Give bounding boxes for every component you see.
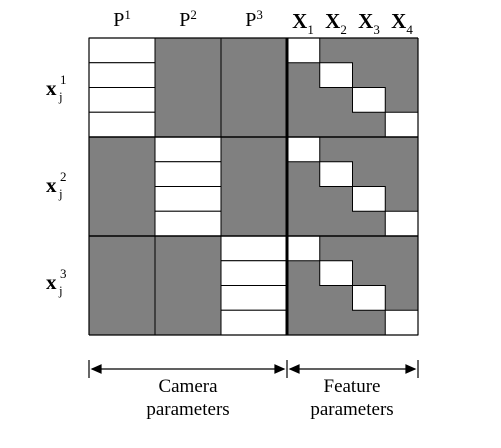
svg-text:j: j bbox=[58, 283, 63, 298]
col-header-x2: X2 bbox=[325, 9, 347, 37]
matrix-cells bbox=[88, 37, 419, 336]
camera-cell-3-3 bbox=[220, 285, 288, 311]
feature-cell-2-4 bbox=[384, 210, 419, 237]
camera-cell-1-3 bbox=[88, 87, 156, 113]
svg-text:j: j bbox=[58, 186, 63, 201]
camera-cell-2-3 bbox=[154, 186, 222, 212]
feature-cell-3-4 bbox=[384, 309, 419, 336]
camera-cell-3-2 bbox=[220, 260, 288, 286]
camera-cell-1-4 bbox=[88, 111, 156, 138]
feature-cell-3-2 bbox=[319, 260, 353, 286]
camera-cell-2-2 bbox=[154, 161, 222, 187]
feature-cell-3-1 bbox=[286, 235, 321, 262]
row-header-x3: x 3 j bbox=[46, 266, 67, 298]
feature-cell-2-2 bbox=[319, 161, 353, 187]
svg-text:x: x bbox=[46, 173, 57, 197]
feature-cell-1-1 bbox=[286, 37, 321, 64]
camera-cell-3-1 bbox=[220, 235, 288, 262]
feature-cell-1-2 bbox=[319, 62, 353, 88]
col-header-x4: X4 bbox=[391, 9, 413, 37]
camera-cell-3-4 bbox=[220, 309, 288, 336]
svg-text:3: 3 bbox=[60, 266, 67, 281]
svg-text:x: x bbox=[46, 270, 57, 294]
camera-cell-2-4 bbox=[154, 210, 222, 237]
svg-text:2: 2 bbox=[60, 169, 67, 184]
feature-label-line1: Feature bbox=[324, 376, 381, 397]
col-header-x3: X3 bbox=[358, 9, 380, 37]
feature-cell-1-3 bbox=[352, 87, 386, 113]
camera-cell-1-2 bbox=[88, 62, 156, 88]
feature-cell-1-4 bbox=[384, 111, 419, 138]
row-header-x1: x 1 j bbox=[46, 72, 67, 104]
feature-cell-3-3 bbox=[352, 285, 386, 311]
feature-cell-2-1 bbox=[286, 136, 321, 163]
col-header-p1: P1 bbox=[113, 7, 131, 31]
svg-text:1: 1 bbox=[60, 72, 67, 87]
feature-label-line2: parameters bbox=[310, 399, 393, 420]
camera-parameters-bracket bbox=[88, 360, 288, 378]
svg-text:j: j bbox=[58, 89, 63, 104]
camera-label-line2: parameters bbox=[146, 399, 229, 420]
col-header-x1: X1 bbox=[292, 9, 314, 37]
col-header-p3: P3 bbox=[245, 7, 263, 31]
feature-cell-2-3 bbox=[352, 186, 386, 212]
camera-cell-1-1 bbox=[88, 37, 156, 64]
row-header-x2: x 2 j bbox=[46, 169, 67, 201]
feature-parameters-bracket bbox=[288, 360, 419, 378]
camera-label-line1: Camera bbox=[158, 376, 218, 397]
matrix-gridlines bbox=[88, 37, 419, 336]
col-header-p2: P2 bbox=[179, 7, 197, 31]
svg-text:x: x bbox=[46, 76, 57, 100]
camera-cell-2-1 bbox=[154, 136, 222, 163]
